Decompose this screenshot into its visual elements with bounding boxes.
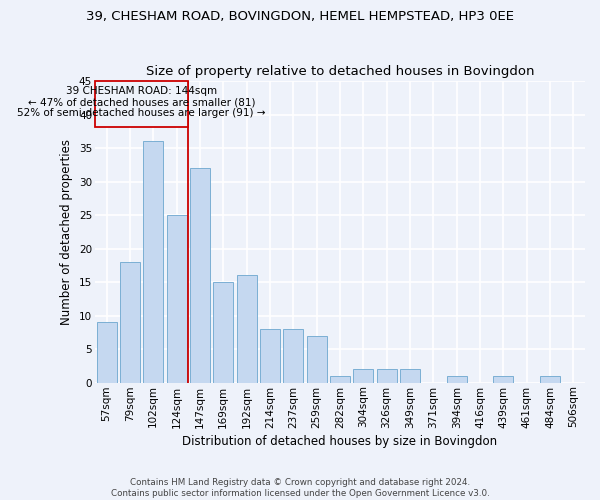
Bar [283, 329, 303, 382]
Bar [214, 282, 233, 382]
Bar [120, 262, 140, 382]
Bar [97, 322, 116, 382]
Title: Size of property relative to detached houses in Bovingdon: Size of property relative to detached ho… [146, 66, 534, 78]
Bar [353, 369, 373, 382]
Text: ← 47% of detached houses are smaller (81): ← 47% of detached houses are smaller (81… [28, 98, 256, 108]
Bar [540, 376, 560, 382]
Bar [260, 329, 280, 382]
Text: Contains HM Land Registry data © Crown copyright and database right 2024.
Contai: Contains HM Land Registry data © Crown c… [110, 478, 490, 498]
Text: 39, CHESHAM ROAD, BOVINGDON, HEMEL HEMPSTEAD, HP3 0EE: 39, CHESHAM ROAD, BOVINGDON, HEMEL HEMPS… [86, 10, 514, 23]
FancyBboxPatch shape [95, 81, 188, 126]
Text: 39 CHESHAM ROAD: 144sqm: 39 CHESHAM ROAD: 144sqm [66, 86, 217, 96]
Bar [400, 369, 420, 382]
Bar [143, 142, 163, 382]
Y-axis label: Number of detached properties: Number of detached properties [61, 139, 73, 325]
Bar [377, 369, 397, 382]
Bar [190, 168, 210, 382]
Bar [330, 376, 350, 382]
Bar [237, 276, 257, 382]
Bar [447, 376, 467, 382]
X-axis label: Distribution of detached houses by size in Bovingdon: Distribution of detached houses by size … [182, 434, 497, 448]
Text: 52% of semi-detached houses are larger (91) →: 52% of semi-detached houses are larger (… [17, 108, 266, 118]
Bar [167, 215, 187, 382]
Bar [493, 376, 513, 382]
Bar [307, 336, 326, 382]
